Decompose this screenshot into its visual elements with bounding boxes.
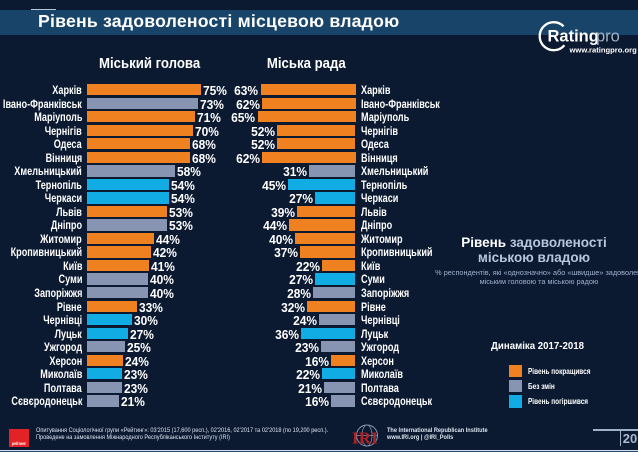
svg-text:IRI: IRI bbox=[352, 429, 378, 448]
svg-text:Rating: Rating bbox=[548, 28, 599, 46]
svg-text:pro: pro bbox=[596, 28, 620, 46]
svg-text:www.ratingpro.org: www.ratingpro.org bbox=[569, 46, 638, 55]
